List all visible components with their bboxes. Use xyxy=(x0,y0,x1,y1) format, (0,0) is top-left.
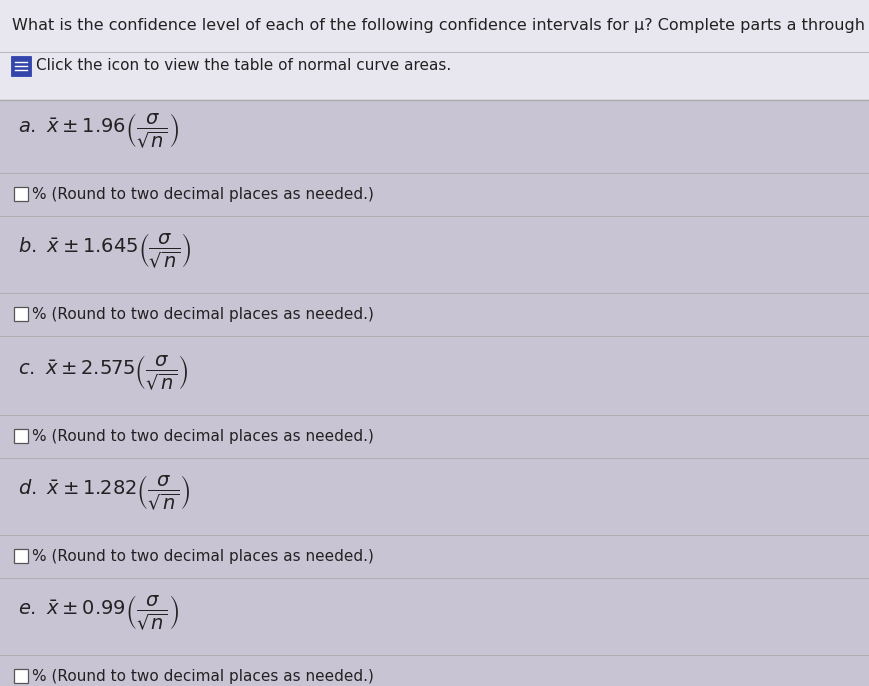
FancyBboxPatch shape xyxy=(14,549,28,563)
FancyBboxPatch shape xyxy=(14,429,28,443)
Text: Click the icon to view the table of normal curve areas.: Click the icon to view the table of norm… xyxy=(36,58,451,73)
Text: % (Round to two decimal places as needed.): % (Round to two decimal places as needed… xyxy=(32,307,374,322)
Text: $\mathit{c.}\ \bar{x} \pm 2.575\left(\dfrac{\sigma}{\sqrt{n}}\right)$: $\mathit{c.}\ \bar{x} \pm 2.575\left(\df… xyxy=(18,354,189,392)
Text: $\mathit{a.}\ \bar{x} \pm 1.96\left(\dfrac{\sigma}{\sqrt{n}}\right)$: $\mathit{a.}\ \bar{x} \pm 1.96\left(\dfr… xyxy=(18,112,179,150)
Text: % (Round to two decimal places as needed.): % (Round to two decimal places as needed… xyxy=(32,668,374,683)
Text: $\mathit{d.}\ \bar{x} \pm 1.282\left(\dfrac{\sigma}{\sqrt{n}}\right)$: $\mathit{d.}\ \bar{x} \pm 1.282\left(\df… xyxy=(18,474,191,512)
FancyBboxPatch shape xyxy=(14,669,28,683)
Text: What is the confidence level of each of the following confidence intervals for μ: What is the confidence level of each of … xyxy=(12,18,869,33)
Text: $\mathit{e.}\ \bar{x} \pm 0.99\left(\dfrac{\sigma}{\sqrt{n}}\right)$: $\mathit{e.}\ \bar{x} \pm 0.99\left(\dfr… xyxy=(18,593,179,632)
FancyBboxPatch shape xyxy=(14,187,28,201)
Text: % (Round to two decimal places as needed.): % (Round to two decimal places as needed… xyxy=(32,429,374,444)
FancyBboxPatch shape xyxy=(11,56,31,76)
Text: $\mathit{b.}\ \bar{x} \pm 1.645\left(\dfrac{\sigma}{\sqrt{n}}\right)$: $\mathit{b.}\ \bar{x} \pm 1.645\left(\df… xyxy=(18,232,192,270)
FancyBboxPatch shape xyxy=(0,0,869,100)
Text: % (Round to two decimal places as needed.): % (Round to two decimal places as needed… xyxy=(32,549,374,563)
Text: % (Round to two decimal places as needed.): % (Round to two decimal places as needed… xyxy=(32,187,374,202)
FancyBboxPatch shape xyxy=(14,307,28,321)
